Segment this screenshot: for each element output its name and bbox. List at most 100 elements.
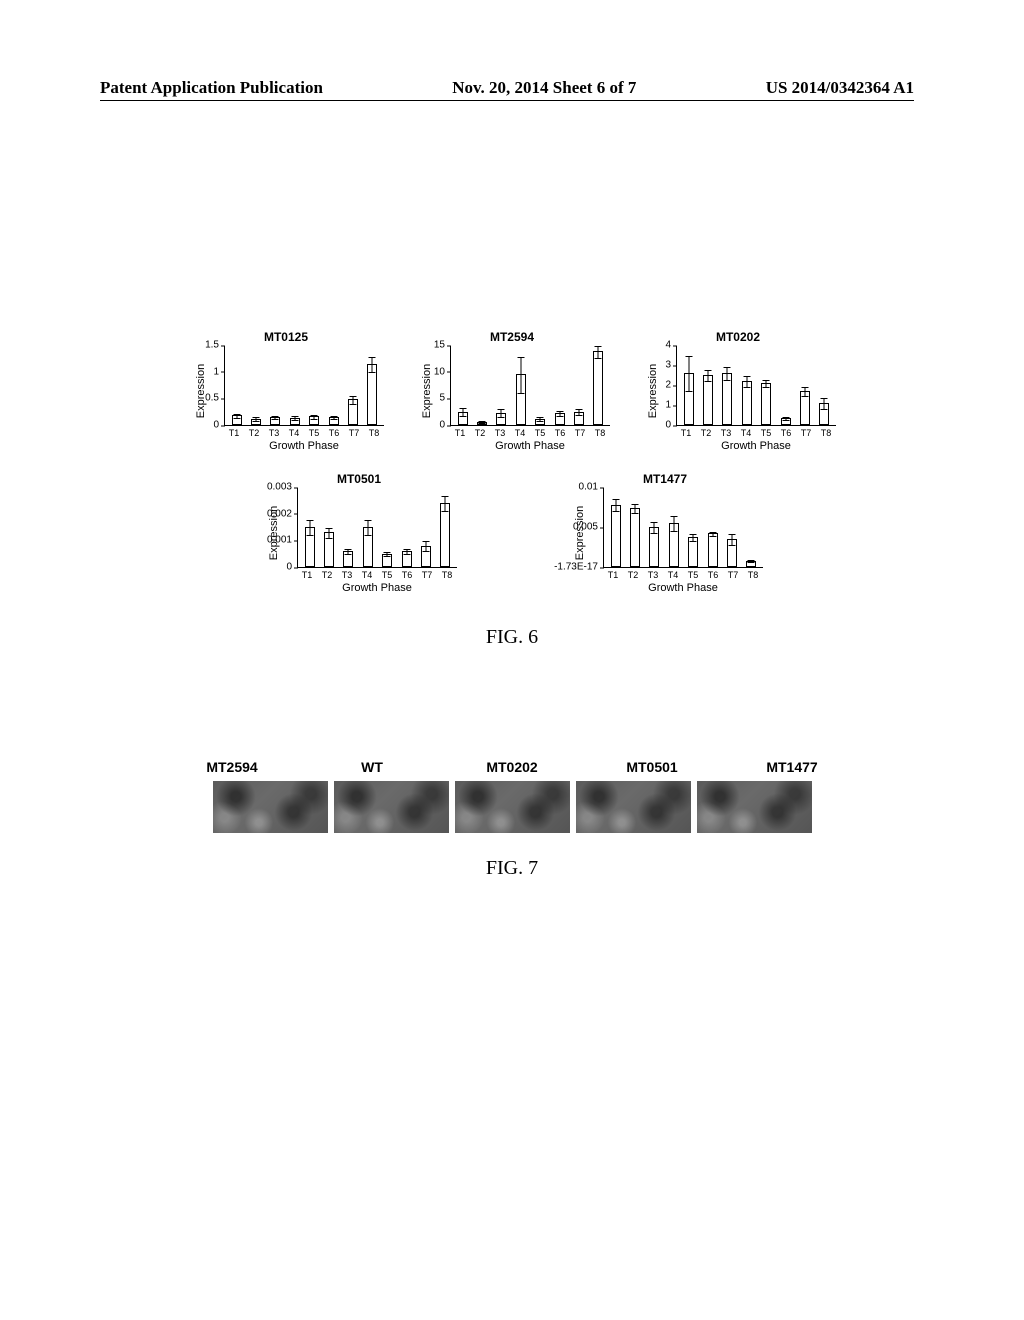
x-tick: T6 (708, 570, 719, 580)
x-tick: T6 (781, 428, 792, 438)
x-tick: T2 (322, 570, 333, 580)
x-tick: T7 (728, 570, 739, 580)
x-tick: T7 (349, 428, 360, 438)
fig7: MT2594WTMT0202MT0501MT1477 FIG. 7 (0, 759, 1024, 880)
bar (746, 561, 756, 567)
x-tick: T8 (748, 570, 759, 580)
bar (458, 412, 468, 425)
x-axis-label: Growth Phase (603, 582, 763, 594)
x-tick: T2 (249, 428, 260, 438)
y-tick: 4 (665, 340, 671, 351)
fig6-row-1: MT0125Expression00.511.5T1T2T3T4T5T6T7T8… (0, 330, 1024, 452)
x-tick: T3 (269, 428, 280, 438)
bar (649, 527, 659, 567)
bar (363, 527, 373, 567)
bar (290, 418, 300, 425)
chart-mt0125: MT0125Expression00.511.5T1T2T3T4T5T6T7T8… (188, 330, 384, 452)
bar (329, 417, 339, 425)
plot-area: 051015 (450, 346, 610, 426)
gel-image (455, 781, 570, 833)
x-ticks: T1T2T3T4T5T6T7T8 (297, 570, 457, 580)
bar (727, 539, 737, 567)
x-tick: T1 (229, 428, 240, 438)
y-tick: 0 (213, 420, 219, 431)
bar (819, 403, 829, 425)
bar (593, 351, 603, 425)
fig7-label: MT0202 (467, 759, 557, 775)
y-tick: 1 (213, 366, 219, 377)
bar (535, 419, 545, 425)
x-tick: T1 (608, 570, 619, 580)
x-tick: T5 (382, 570, 393, 580)
bar (703, 375, 713, 425)
plot-area: 00.0010.0020.003 (297, 488, 457, 568)
bar (555, 413, 565, 425)
x-axis-label: Growth Phase (676, 440, 836, 452)
bar (251, 419, 261, 425)
header-center: Nov. 20, 2014 Sheet 6 of 7 (452, 78, 636, 98)
x-tick: T5 (309, 428, 320, 438)
y-tick: 0.003 (267, 482, 292, 493)
bar (367, 364, 377, 425)
x-tick: T4 (741, 428, 752, 438)
y-tick: 1.5 (205, 340, 219, 351)
y-tick: 10 (434, 366, 445, 377)
x-tick: T5 (761, 428, 772, 438)
gel-image (334, 781, 449, 833)
bar (630, 508, 640, 567)
y-tick: 0.005 (573, 522, 598, 533)
x-tick: T1 (681, 428, 692, 438)
x-tick: T8 (595, 428, 606, 438)
bar (348, 399, 358, 425)
x-ticks: T1T2T3T4T5T6T7T8 (603, 570, 763, 580)
fig7-label: MT1477 (747, 759, 837, 775)
bar (382, 554, 392, 567)
x-tick: T4 (362, 570, 373, 580)
x-ticks: T1T2T3T4T5T6T7T8 (224, 428, 384, 438)
y-tick: 2 (665, 380, 671, 391)
x-tick: T2 (475, 428, 486, 438)
y-tick: 15 (434, 340, 445, 351)
y-tick: 0 (286, 562, 292, 573)
bar (761, 383, 771, 425)
bar (516, 374, 526, 425)
fig7-label: MT0501 (607, 759, 697, 775)
bar (708, 533, 718, 567)
bar (421, 546, 431, 567)
y-tick: 0.01 (579, 482, 598, 493)
chart-mt0202: MT0202Expression01234T1T2T3T4T5T6T7T8Gro… (640, 330, 836, 452)
x-tick: T6 (555, 428, 566, 438)
fig6-row-2: MT0501Expression00.0010.0020.003T1T2T3T4… (0, 472, 1024, 594)
bar (669, 523, 679, 567)
plot-area: 01234 (676, 346, 836, 426)
x-tick: T3 (648, 570, 659, 580)
fig6-caption: FIG. 6 (0, 626, 1024, 649)
figure-content: MT0125Expression00.511.5T1T2T3T4T5T6T7T8… (0, 330, 1024, 880)
x-tick: T4 (668, 570, 679, 580)
x-tick: T1 (455, 428, 466, 438)
bar (324, 532, 334, 567)
x-tick: T5 (535, 428, 546, 438)
x-tick: T4 (515, 428, 526, 438)
gel-image (213, 781, 328, 833)
bar (232, 415, 242, 425)
x-tick: T3 (342, 570, 353, 580)
bar (402, 551, 412, 567)
header-left: Patent Application Publication (100, 78, 323, 98)
x-axis-label: Growth Phase (297, 582, 457, 594)
header-right: US 2014/0342364 A1 (766, 78, 914, 98)
x-tick: T3 (495, 428, 506, 438)
y-tick: 0.002 (267, 508, 292, 519)
gel-image (697, 781, 812, 833)
bar (440, 503, 450, 567)
bar (343, 551, 353, 567)
y-tick: 0 (439, 420, 445, 431)
x-tick: T3 (721, 428, 732, 438)
bar (800, 391, 810, 425)
x-axis-label: Growth Phase (224, 440, 384, 452)
y-tick: 0 (665, 420, 671, 431)
bar (611, 505, 621, 567)
chart-mt1477: MT1477Expression-1.73E-170.0050.01T1T2T3… (567, 472, 763, 594)
x-ticks: T1T2T3T4T5T6T7T8 (450, 428, 610, 438)
plot-area: -1.73E-170.0050.01 (603, 488, 763, 568)
